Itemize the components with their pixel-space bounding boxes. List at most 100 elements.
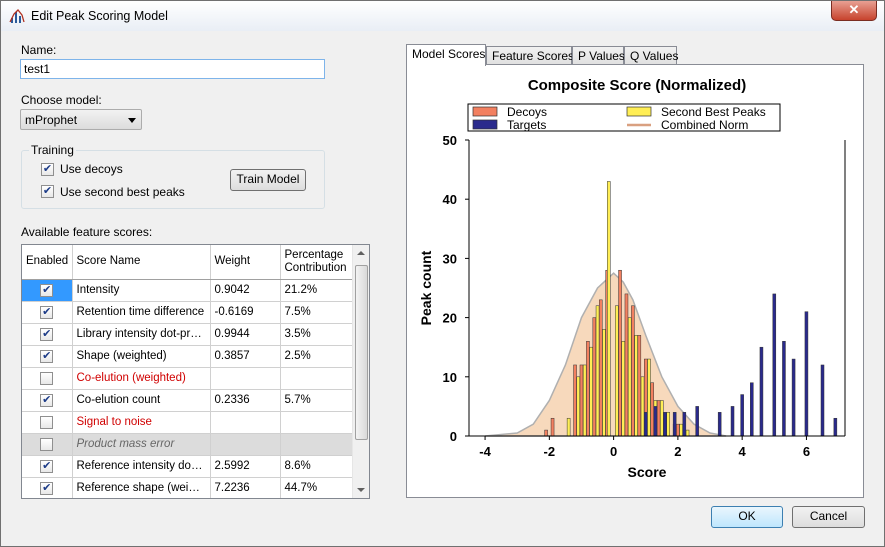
decoy-bar: [656, 400, 661, 437]
enabled-checkbox[interactable]: ✔: [40, 349, 54, 363]
table-row[interactable]: ✔ Reference shape (weight... 7.2236 44.7%: [22, 477, 353, 498]
enabled-cell[interactable]: [22, 367, 73, 390]
second-best-bar: [566, 417, 571, 437]
legend-label: Decoys: [507, 105, 547, 119]
model-scores-tab-page: Composite Score (Normalized) 0 10 20 30 40 50-…: [406, 64, 864, 498]
percentage-cell: [280, 411, 353, 434]
decoy-bar: [586, 341, 590, 437]
score-name-cell: Product mass error: [72, 433, 211, 456]
column-header-enabled[interactable]: Enabled: [22, 245, 73, 280]
second-best-bar: [666, 412, 670, 437]
x-tick-label: 2: [674, 444, 681, 459]
decoy-bar: [573, 364, 577, 437]
second-best-bar: [627, 317, 632, 437]
table-row[interactable]: Signal to noise: [22, 411, 353, 434]
tab-p-values[interactable]: P Values: [572, 46, 625, 65]
vertical-scrollbar[interactable]: [352, 245, 369, 498]
column-header-score-name[interactable]: Score Name: [72, 245, 211, 280]
table-row[interactable]: ✔ Intensity 0.9042 21.2%: [22, 279, 353, 302]
train-model-button[interactable]: Train Model: [230, 169, 306, 191]
enabled-cell[interactable]: ✔: [22, 323, 73, 346]
y-tick-label: 30: [443, 251, 457, 266]
decoy-bar: [637, 335, 642, 437]
target-bar: [833, 417, 838, 437]
target-bar: [682, 412, 687, 437]
score-name-cell: Reference intensity dot-pr...: [72, 455, 211, 478]
enabled-cell[interactable]: ✔: [22, 389, 73, 412]
cancel-button[interactable]: Cancel: [792, 506, 865, 528]
y-axis-label: Peak count: [418, 250, 434, 325]
scroll-up-arrow-icon[interactable]: [357, 251, 365, 255]
target-bar: [820, 364, 825, 437]
x-tick-label: -4: [479, 444, 491, 459]
second-best-bar: [615, 305, 619, 437]
legend-box: [467, 103, 781, 132]
target-bar: [740, 394, 744, 437]
x-tick-label: -2: [544, 444, 556, 459]
target-bar: [653, 406, 658, 437]
table-row[interactable]: ✔ Retention time difference -0.6169 7.5%: [22, 301, 353, 324]
table-row[interactable]: ✔ Library intensity dot-product 0.9944 3.5%: [22, 323, 353, 346]
target-bar: [730, 406, 735, 437]
target-bar: [717, 412, 722, 437]
scroll-down-arrow-icon[interactable]: [357, 488, 365, 492]
feature-rows: ✔ Intensity 0.9042 21.2% ✔ Retention time dif…: [22, 279, 353, 498]
enabled-cell[interactable]: ✔: [22, 455, 73, 478]
score-name-cell: Shape (weighted): [72, 345, 211, 368]
table-row[interactable]: ✔ Co-elution count 0.2336 5.7%: [22, 389, 353, 412]
enabled-cell[interactable]: [22, 433, 73, 456]
enabled-cell[interactable]: ✔: [22, 279, 73, 302]
percentage-cell: 44.7%: [280, 477, 353, 498]
target-bar: [695, 406, 699, 437]
title-bar: Edit Peak Scoring Model ✕: [1, 1, 884, 31]
legend-label: Targets: [507, 118, 546, 132]
score-name-cell: Co-elution (weighted): [72, 367, 211, 390]
choose-model-label: Choose model:: [21, 93, 102, 107]
target-bar: [672, 412, 677, 437]
table-row[interactable]: ✔ Shape (weighted) 0.3857 2.5%: [22, 345, 353, 368]
enabled-checkbox[interactable]: ✔: [40, 393, 54, 407]
second-best-bar: [582, 364, 587, 437]
second-best-bar: [595, 305, 600, 437]
weight-cell: 0.2336: [210, 389, 281, 412]
model-dropdown[interactable]: mProphet: [20, 109, 142, 130]
tab-q-values[interactable]: Q Values: [624, 46, 678, 65]
score-name-cell: Retention time difference: [72, 301, 211, 324]
name-input[interactable]: test1: [20, 59, 325, 79]
use-decoys-checkbox[interactable]: ✔: [41, 163, 54, 176]
table-row[interactable]: Co-elution (weighted): [22, 367, 353, 390]
second-best-bar: [685, 429, 690, 437]
column-header-percentage-contribution[interactable]: Percentage Contribution: [280, 245, 353, 280]
table-row[interactable]: ✔ Reference intensity dot-pr... 2.5992 8.6%: [22, 455, 353, 478]
score-name-cell: Reference shape (weight...: [72, 477, 211, 498]
table-row[interactable]: Product mass error: [22, 433, 353, 456]
scrollbar-thumb[interactable]: [355, 265, 368, 440]
weight-cell: 0.9042: [210, 279, 281, 302]
enabled-checkbox[interactable]: ✔: [40, 327, 54, 341]
enabled-cell[interactable]: ✔: [22, 477, 73, 498]
enabled-cell[interactable]: ✔: [22, 301, 73, 324]
enabled-checkbox[interactable]: ✔: [40, 459, 54, 473]
column-header-weight[interactable]: Weight: [210, 245, 281, 280]
enabled-checkbox[interactable]: ✔: [40, 283, 54, 297]
ok-button[interactable]: OK: [711, 506, 783, 528]
enabled-checkbox[interactable]: [40, 415, 54, 429]
close-button[interactable]: ✕: [831, 1, 877, 21]
model-dropdown-value: mProphet: [25, 113, 78, 127]
enabled-cell[interactable]: ✔: [22, 345, 73, 368]
x-tick-label: 4: [739, 444, 747, 459]
enabled-cell[interactable]: [22, 411, 73, 434]
decoy-bar: [544, 429, 548, 437]
enabled-checkbox[interactable]: ✔: [40, 481, 54, 495]
percentage-cell: [280, 367, 353, 390]
enabled-checkbox[interactable]: ✔: [40, 305, 54, 319]
tab-feature-scores[interactable]: Feature Scores: [486, 46, 574, 65]
tab-model-scores[interactable]: Model Scores: [406, 44, 486, 66]
second-best-bar: [621, 341, 626, 437]
weight-cell: -0.6169: [210, 301, 281, 324]
enabled-checkbox[interactable]: [40, 371, 54, 385]
training-group: Training: [21, 143, 325, 209]
decoy-bar: [592, 317, 597, 437]
enabled-checkbox[interactable]: [40, 437, 54, 451]
use-second-best-checkbox[interactable]: ✔: [41, 185, 54, 198]
